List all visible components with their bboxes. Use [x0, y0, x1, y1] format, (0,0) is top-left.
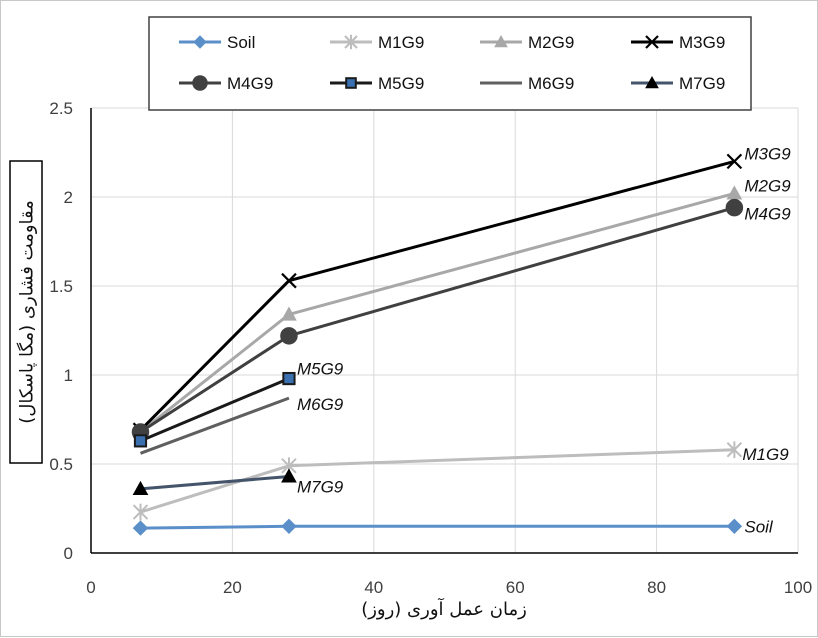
legend-label: M3G9: [679, 33, 725, 52]
data-point: [725, 198, 744, 217]
x-tick-label: 0: [86, 578, 95, 597]
legend-item: M5G9: [330, 74, 424, 93]
legend-marker: [193, 35, 207, 49]
y-tick-label: 1.5: [49, 277, 73, 296]
series-m1g9: [132, 441, 743, 521]
legend-label: M1G9: [378, 33, 424, 52]
legend-item: Soil: [179, 33, 255, 52]
legend-marker: [345, 77, 357, 89]
legend-item: M6G9: [480, 74, 574, 93]
data-point: [726, 153, 743, 170]
x-tick-label: 80: [647, 578, 666, 597]
marker-stroke: [281, 272, 297, 289]
y-tick-label: 0: [64, 544, 73, 563]
legend-item: M1G9: [330, 33, 424, 52]
data-label: M3G9: [744, 144, 791, 163]
data-point: [281, 468, 297, 483]
data-point: [726, 441, 743, 459]
series-line: [139, 396, 290, 455]
legend-item: M3G9: [631, 33, 725, 52]
data-label: M6G9: [297, 395, 344, 414]
series-m6g9: [139, 396, 290, 455]
series-line: [140, 474, 290, 491]
series-soil: [132, 518, 743, 536]
series-m5g9: [133, 371, 296, 448]
legend-marker: [494, 34, 508, 48]
series-m4g9: [131, 198, 744, 441]
y-axis-title-box: [9, 160, 43, 464]
gridlines: [91, 107, 799, 553]
x-tick-label: 100: [784, 578, 812, 597]
x-tick-label: 20: [223, 578, 242, 597]
data-point: [132, 480, 149, 496]
x-tick-label: 60: [506, 578, 525, 597]
data-point: [282, 371, 296, 386]
marker-stroke: [726, 153, 743, 170]
y-tick-label: 2: [64, 188, 73, 207]
data-point: [280, 327, 298, 345]
legend-label: M6G9: [528, 74, 574, 93]
series-line: [139, 191, 735, 434]
data-point: [132, 503, 149, 521]
x-tick-label: 40: [364, 578, 383, 597]
data-label: M1G9: [742, 445, 789, 464]
y-tick-label: 1: [64, 366, 73, 385]
legend-label: M4G9: [227, 74, 273, 93]
data-label: M2G9: [744, 176, 791, 195]
marker-stroke: [645, 35, 659, 49]
series-line: [139, 377, 290, 443]
data-label: M5G9: [297, 360, 344, 379]
x-axis-title: زمان عمل آوری (روز): [361, 597, 527, 620]
data-point: [281, 518, 297, 535]
series-line: [140, 524, 735, 530]
y-axis-title: مقاومت فشاری (مگا پاسکال): [16, 200, 38, 424]
data-point: [726, 518, 743, 535]
y-tick-label: 0.5: [49, 455, 73, 474]
data-label: M4G9: [744, 205, 791, 224]
legend-label: M5G9: [378, 74, 424, 93]
legend-label: M2G9: [528, 33, 574, 52]
data-point: [726, 185, 743, 200]
data-point: [132, 520, 149, 536]
series-m2g9: [132, 185, 743, 439]
legend-marker: [192, 75, 208, 91]
data-label: Soil: [744, 517, 774, 536]
legend: Soil M1G9 M2G9 M3G9 M4G9 M5G9 M6G9 M7G9: [148, 16, 752, 111]
legend-item: M7G9: [631, 74, 725, 93]
legend-item: M4G9: [179, 74, 273, 93]
legend-marker: [645, 35, 659, 49]
series-m7g9: [132, 468, 297, 496]
series-line: [139, 159, 735, 432]
data-point: [133, 434, 148, 448]
legend-item: M2G9: [480, 33, 574, 52]
legend-marker: [645, 75, 659, 89]
legend-label: M7G9: [679, 74, 725, 93]
legend-label: Soil: [227, 33, 255, 52]
data-label: M7G9: [297, 477, 344, 496]
legend-marker: [344, 34, 358, 50]
data-point: [281, 306, 297, 321]
data-point: [281, 272, 297, 289]
y-tick-label: 2.5: [49, 99, 73, 118]
legend-box: [148, 16, 752, 111]
